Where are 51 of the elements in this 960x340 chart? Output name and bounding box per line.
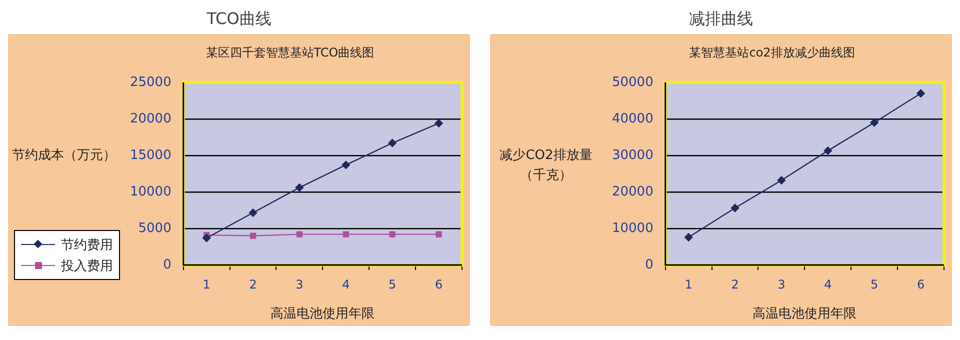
- x-tick-label: 5: [388, 277, 396, 292]
- y-tick-label: 50000: [612, 74, 654, 90]
- chart-title: 减排曲线: [688, 8, 754, 30]
- y-tick-label: 10000: [612, 220, 654, 236]
- y-axis-title: 节约成本（万元）: [11, 147, 117, 165]
- y-tick-label: 0: [163, 257, 172, 272]
- x-tick-label: 6: [434, 277, 443, 292]
- chart-subtitle: 某区四千套智慧基站TCO曲线图: [206, 45, 374, 60]
- point: [916, 89, 925, 98]
- point: [824, 146, 832, 155]
- y-tick-label: 20000: [130, 111, 172, 126]
- chart-title: TCO曲线: [206, 8, 272, 30]
- x-tick-label: 4: [824, 277, 832, 292]
- point: [870, 118, 878, 127]
- y-axis-title: 减少CO2排放量（千克）: [498, 147, 594, 185]
- point: [389, 231, 396, 238]
- y-tick-label: 5000: [138, 220, 172, 236]
- point: [436, 231, 442, 238]
- chart-subtitle: 某智慧基站co2排放减少曲线图: [689, 45, 855, 60]
- point: [434, 119, 443, 128]
- y-tick-label: 20000: [612, 184, 654, 200]
- y-tick-label: 40000: [612, 111, 654, 126]
- y-tick-label: 15000: [130, 148, 172, 163]
- legend-label: 投入费用: [61, 258, 113, 274]
- point: [295, 183, 304, 192]
- x-axis-title: 高温电池使用年限: [270, 306, 375, 322]
- y-tick-label: 25000: [130, 74, 172, 90]
- point: [342, 231, 349, 238]
- point: [388, 138, 396, 148]
- point: [296, 231, 303, 238]
- y-tick-label: 30000: [612, 148, 654, 163]
- x-axis-title: 高温电池使用年限: [752, 306, 857, 322]
- x-tick-label: 1: [684, 277, 692, 292]
- y-tick-label: 10000: [130, 184, 172, 200]
- point: [342, 160, 350, 170]
- point: [250, 232, 256, 239]
- legend-label: 节约费用: [61, 236, 113, 254]
- x-tick-label: 3: [778, 277, 786, 292]
- x-tick-label: 1: [202, 277, 210, 292]
- point: [730, 204, 740, 212]
- point: [684, 233, 693, 242]
- x-tick-label: 5: [870, 277, 878, 292]
- y-tick-label: 0: [645, 257, 654, 272]
- x-tick-label: 2: [731, 277, 739, 292]
- x-tick-label: 3: [296, 277, 304, 292]
- point: [202, 234, 211, 242]
- x-tick-label: 4: [342, 277, 350, 292]
- x-tick-label: 2: [249, 277, 257, 292]
- x-tick-label: 6: [916, 277, 925, 292]
- point: [248, 208, 258, 217]
- point: [777, 176, 786, 184]
